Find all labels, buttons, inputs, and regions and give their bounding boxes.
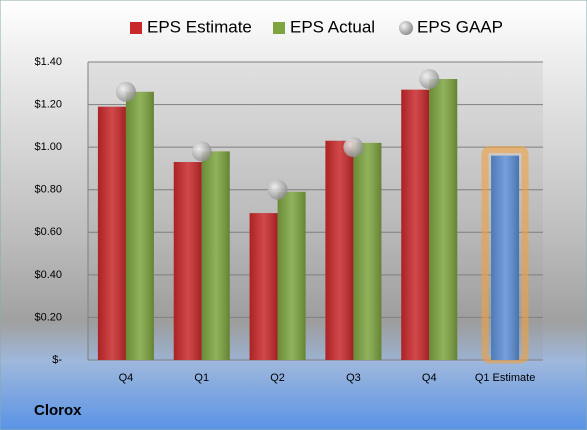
bar-shade	[353, 142, 382, 360]
bar-shade	[325, 140, 354, 360]
bar-shade	[97, 106, 126, 360]
bar-shade	[277, 191, 306, 360]
y-tick-label: $0.60	[34, 226, 62, 238]
x-tick-label: Q1 Estimate	[475, 372, 536, 384]
gaap-marker	[115, 81, 136, 102]
gaap-marker	[419, 69, 440, 90]
bar-shade	[401, 89, 430, 361]
bar-shade	[491, 155, 520, 360]
legend-marker	[273, 22, 285, 34]
y-tick-label: $1.00	[34, 141, 62, 153]
legend-marker	[399, 21, 413, 35]
gaap-marker	[267, 179, 288, 200]
bar-shade	[173, 162, 202, 360]
y-tick-label: $-	[52, 354, 62, 366]
gaap-marker	[343, 137, 364, 158]
y-tick-label: $0.20	[34, 311, 62, 323]
bar-shade	[201, 151, 230, 360]
x-tick-label: Q1	[194, 372, 209, 384]
x-tick-label: Q2	[270, 372, 285, 384]
x-tick-label: Q3	[346, 372, 361, 384]
legend-marker	[130, 22, 142, 34]
bar-shade	[125, 91, 154, 361]
gaap-marker	[191, 141, 212, 162]
chart-title: Clorox	[34, 402, 82, 419]
bar-shade	[429, 79, 458, 361]
y-tick-label: $1.20	[34, 98, 62, 110]
x-tick-label: Q4	[119, 372, 134, 384]
x-tick-label: Q4	[422, 372, 437, 384]
plot-area	[88, 62, 543, 360]
bar-shade	[249, 213, 278, 360]
y-tick-label: $1.40	[34, 56, 62, 68]
legend-label: EPS Actual	[290, 17, 375, 36]
legend-label: EPS GAAP	[417, 17, 503, 36]
legend-label: EPS Estimate	[147, 17, 252, 36]
y-tick-label: $0.40	[34, 269, 62, 281]
y-tick-label: $0.80	[34, 184, 62, 196]
